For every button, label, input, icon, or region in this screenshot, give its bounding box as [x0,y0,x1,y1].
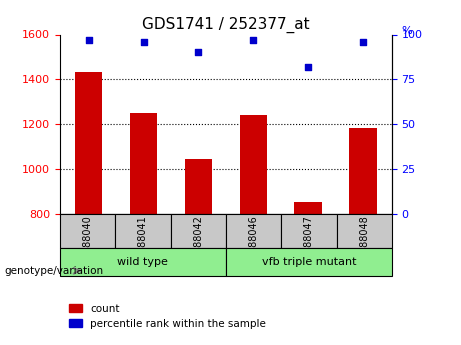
FancyBboxPatch shape [226,248,392,276]
Point [195,50,202,55]
Text: GSM88046: GSM88046 [248,216,259,268]
Text: GSM88047: GSM88047 [304,216,314,268]
FancyBboxPatch shape [226,214,281,248]
Point [305,64,312,70]
FancyBboxPatch shape [115,214,171,248]
Point [360,39,367,45]
Text: wild type: wild type [118,257,168,267]
FancyBboxPatch shape [60,214,115,248]
Legend: count, percentile rank within the sample: count, percentile rank within the sample [65,299,270,333]
Point [250,37,257,43]
Text: genotype/variation: genotype/variation [5,266,104,276]
Bar [75,71,102,214]
FancyBboxPatch shape [281,214,337,248]
Point [85,37,92,43]
Text: GSM88040: GSM88040 [83,216,93,268]
Bar [130,113,157,214]
Bar [295,201,322,214]
Text: GSM88042: GSM88042 [193,216,203,268]
Point [140,39,147,45]
Title: GDS1741 / 252377_at: GDS1741 / 252377_at [142,17,310,33]
Bar [349,128,377,214]
FancyBboxPatch shape [337,214,392,248]
Bar [240,115,267,214]
FancyBboxPatch shape [60,248,226,276]
Text: %: % [401,26,412,36]
FancyBboxPatch shape [171,214,226,248]
Text: GSM88041: GSM88041 [138,216,148,268]
Bar [185,159,212,214]
Text: vfb triple mutant: vfb triple mutant [262,257,356,267]
Text: GSM88048: GSM88048 [359,216,369,268]
